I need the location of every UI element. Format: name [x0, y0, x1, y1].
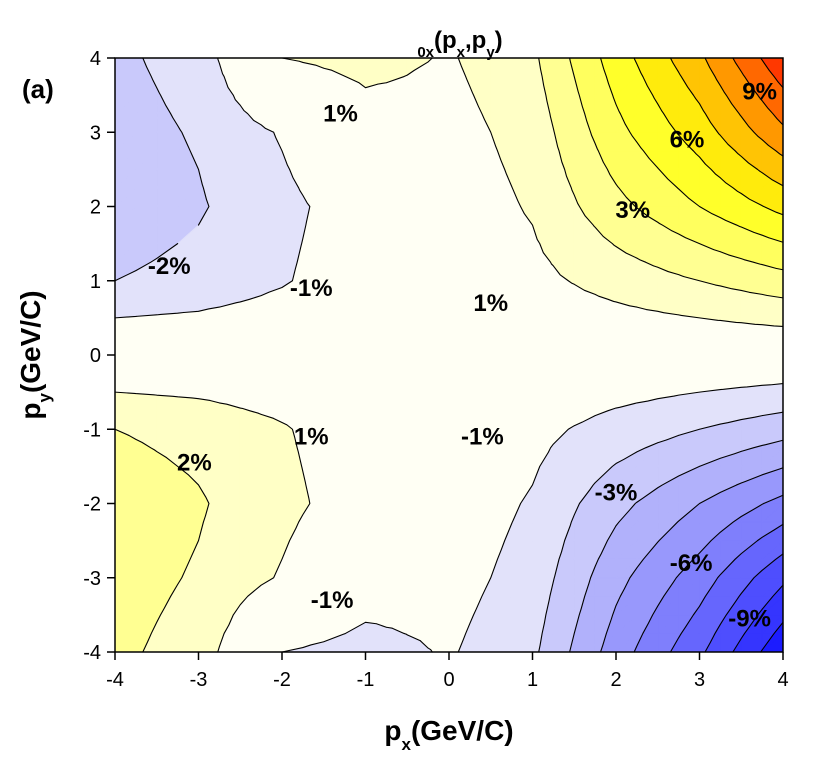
contour-label: 6% — [670, 127, 705, 154]
x-axis-label: px(GeV/C) — [384, 715, 513, 754]
y-tick-label: 1 — [90, 271, 101, 293]
contour-label: 1% — [323, 101, 358, 128]
contour-label: -1% — [461, 424, 504, 451]
y-tick-label: 4 — [90, 48, 101, 70]
y-tick-label: 3 — [90, 122, 101, 144]
y-tick-label: 0 — [90, 345, 101, 367]
subscript: 0x — [417, 44, 434, 61]
contour-fills — [114, 57, 784, 653]
y-tick-label: -2 — [83, 494, 101, 516]
x-tick-label: 3 — [694, 669, 705, 691]
x-tick-label: 2 — [610, 669, 621, 691]
contour-label: -3% — [595, 479, 638, 506]
contour-label: 1% — [473, 290, 508, 317]
x-tick-label: 0 — [443, 669, 454, 691]
contour-label: -9% — [728, 606, 771, 633]
x-tick-label: -2 — [273, 669, 291, 691]
y-tick-label: -4 — [83, 642, 101, 664]
text-part: (GeV/C) — [411, 715, 514, 746]
contour-label: -1% — [290, 275, 333, 302]
x-tick-label: -4 — [106, 669, 124, 691]
panel-label: (a) — [22, 74, 54, 104]
contour-label: -1% — [311, 587, 354, 614]
y-axis-label: py(GeV/C) — [15, 290, 54, 419]
text-part: (GeV/C) — [15, 290, 46, 393]
contour-label: 1% — [294, 424, 329, 451]
text-part: ) — [495, 27, 503, 54]
text-part: p — [384, 715, 401, 746]
contour-label: 2% — [177, 450, 212, 477]
x-tick-label: 4 — [777, 669, 788, 691]
contour-label: -6% — [670, 550, 713, 577]
contour-label: -2% — [148, 253, 191, 280]
y-tick-label: -3 — [83, 568, 101, 590]
text-part: p — [15, 403, 46, 420]
text-part: ,p — [465, 27, 486, 54]
contour-label: 3% — [615, 197, 650, 224]
y-tick-label: 2 — [90, 197, 101, 219]
y-tick-label: -1 — [83, 419, 101, 441]
x-tick-label: 1 — [527, 669, 538, 691]
chart-title: 0x(px,py) — [417, 27, 502, 61]
contour-label: 9% — [742, 78, 777, 105]
x-tick-label: -1 — [357, 669, 375, 691]
x-tick-label: -3 — [190, 669, 208, 691]
text-part: (p — [434, 27, 457, 54]
